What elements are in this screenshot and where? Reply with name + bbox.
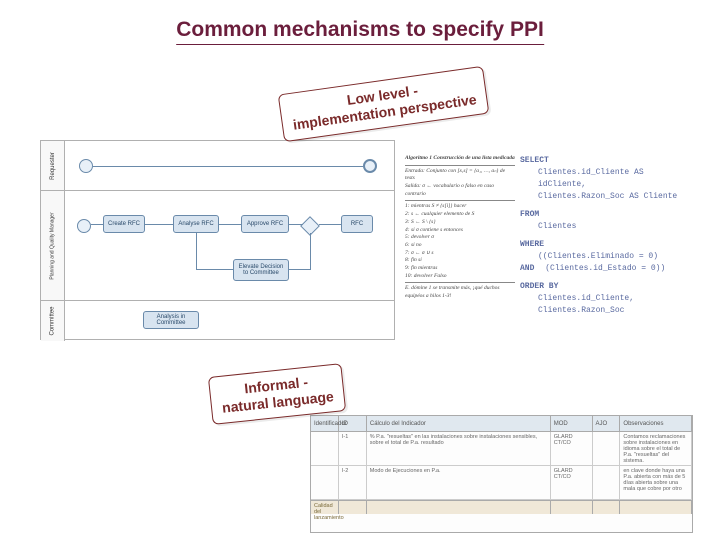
col-identificador: Identificador	[311, 416, 339, 431]
footer-cell	[367, 501, 551, 514]
cell	[593, 466, 621, 499]
sql-from-body: Clientes	[520, 221, 690, 233]
algo-line: 9: fin mientras	[405, 265, 515, 273]
sql-select-body: Clientes.id_Cliente AS idCliente,Cliente…	[520, 167, 690, 203]
sql-and-kw: AND	[520, 264, 534, 273]
col-ajo: AJO	[593, 416, 621, 431]
col-obs: Observaciones	[620, 416, 692, 431]
flow-line	[93, 166, 363, 167]
col-id: ID	[339, 416, 367, 431]
start-event	[79, 159, 93, 173]
footer-cell	[593, 501, 621, 514]
algo-line: 4: si σ contiene s entonces	[405, 227, 515, 235]
cell	[311, 466, 339, 499]
algo-line: 5: devolver σ	[405, 234, 515, 242]
node-approve-rfc: Approve RFC	[241, 215, 289, 233]
algo-line: 1: mientras S ≠ {s[i]} hacer	[405, 203, 515, 211]
flow-line	[289, 269, 311, 270]
algo-line: Entrada: Conjunto con [x,s] = {a₁, …, aₙ…	[405, 168, 515, 183]
intermediate-event	[77, 219, 91, 233]
page-title: Common mechanisms to specify PPI	[176, 18, 544, 45]
algo-line: 6: si no	[405, 242, 515, 250]
algo-line: E. dómine 1 se transmite más, ¡qué ducho…	[405, 285, 515, 300]
cell	[593, 432, 621, 465]
node-elevate: Elevate Decision to Committee	[233, 259, 289, 281]
footer-cell	[620, 501, 692, 514]
sql-where-body: ((Clientes.Eliminado = 0)	[520, 251, 690, 263]
node-committee-analysis: Analysis in Committee	[143, 311, 199, 329]
lane-title-committee: Committee	[41, 301, 65, 341]
sql-orderby-kw: ORDER BY	[520, 282, 558, 291]
algorithm-block: Algoritmo 1 Construcción de una lista me…	[405, 155, 515, 301]
cell: % P.a. "resueltas" en las instalaciones …	[367, 432, 551, 465]
footer-cell: Calidad del lanzamiento	[311, 501, 339, 514]
flow-line	[145, 224, 173, 225]
flow-line	[219, 224, 241, 225]
flow-line	[289, 224, 303, 225]
cell: Modo de Ejecuciones en P.a.	[367, 466, 551, 499]
table-header: Identificador ID Cálculo del Indicador M…	[311, 416, 692, 432]
flowchart-diagram: Requester Planning and Quality Manager C…	[40, 140, 395, 340]
cell: GLARD CT/CO	[551, 432, 593, 465]
flow-line	[310, 233, 311, 269]
flow-line	[196, 269, 233, 270]
cell: Contamos reclamaciones sobre instalacion…	[620, 432, 692, 465]
sql-and-body: (Clientes.id_Estado = 0))	[539, 264, 665, 273]
footer-cell	[339, 501, 367, 514]
indicator-table: Identificador ID Cálculo del Indicador M…	[310, 415, 693, 533]
lane-title-manager: Planning and Quality Manager	[41, 191, 65, 300]
table-footer: Calidad del lanzamiento	[311, 500, 692, 514]
algo-line: 8: fin si	[405, 257, 515, 265]
algo-line: 2: s ← cualquier elemento de S	[405, 211, 515, 219]
sql-select-kw: SELECT	[520, 156, 549, 165]
algo-line: Salida: σ ← vocabulario o falso en caso …	[405, 183, 515, 198]
algo-line: 3: S ← S \ {s}	[405, 219, 515, 227]
end-event	[363, 159, 377, 173]
sql-orderby-body: Clientes.id_Cliente,Clientes.Razon_Soc	[520, 293, 690, 317]
callout-low-level: Low level -implementation perspective	[278, 66, 490, 142]
lane-requester: Requester	[41, 141, 394, 191]
sql-where-kw: WHERE	[520, 240, 544, 249]
cell: en clave donde haya una P.a. abierta con…	[620, 466, 692, 499]
lane-title-requester: Requester	[41, 141, 65, 190]
footer-cell	[551, 501, 593, 514]
lane-manager: Planning and Quality Manager Create RFC …	[41, 191, 394, 301]
col-mod: MOD	[551, 416, 593, 431]
lane-committee: Committee Analysis in Committee	[41, 301, 394, 341]
flow-line	[319, 224, 341, 225]
node-rfc: RFC	[341, 215, 373, 233]
algo-line: 10: devolver Falso	[405, 273, 515, 281]
cell: I-1	[339, 432, 367, 465]
cell: I-2	[339, 466, 367, 499]
node-analyse-rfc: Analyse RFC	[173, 215, 219, 233]
sql-from-kw: FROM	[520, 210, 539, 219]
cell	[311, 432, 339, 465]
flow-line	[196, 233, 197, 269]
table-row: I-2 Modo de Ejecuciones en P.a. GLARD CT…	[311, 466, 692, 500]
col-calculo: Cálculo del Indicador	[367, 416, 551, 431]
node-create-rfc: Create RFC	[103, 215, 145, 233]
sql-block: SELECT Clientes.id_Cliente AS idCliente,…	[520, 155, 690, 317]
table-row: I-1 % P.a. "resueltas" en las instalacio…	[311, 432, 692, 466]
flow-line	[91, 224, 103, 225]
algo-title: Algoritmo 1 Construcción de una lista me…	[405, 155, 515, 163]
cell: GLARD CT/CO	[551, 466, 593, 499]
